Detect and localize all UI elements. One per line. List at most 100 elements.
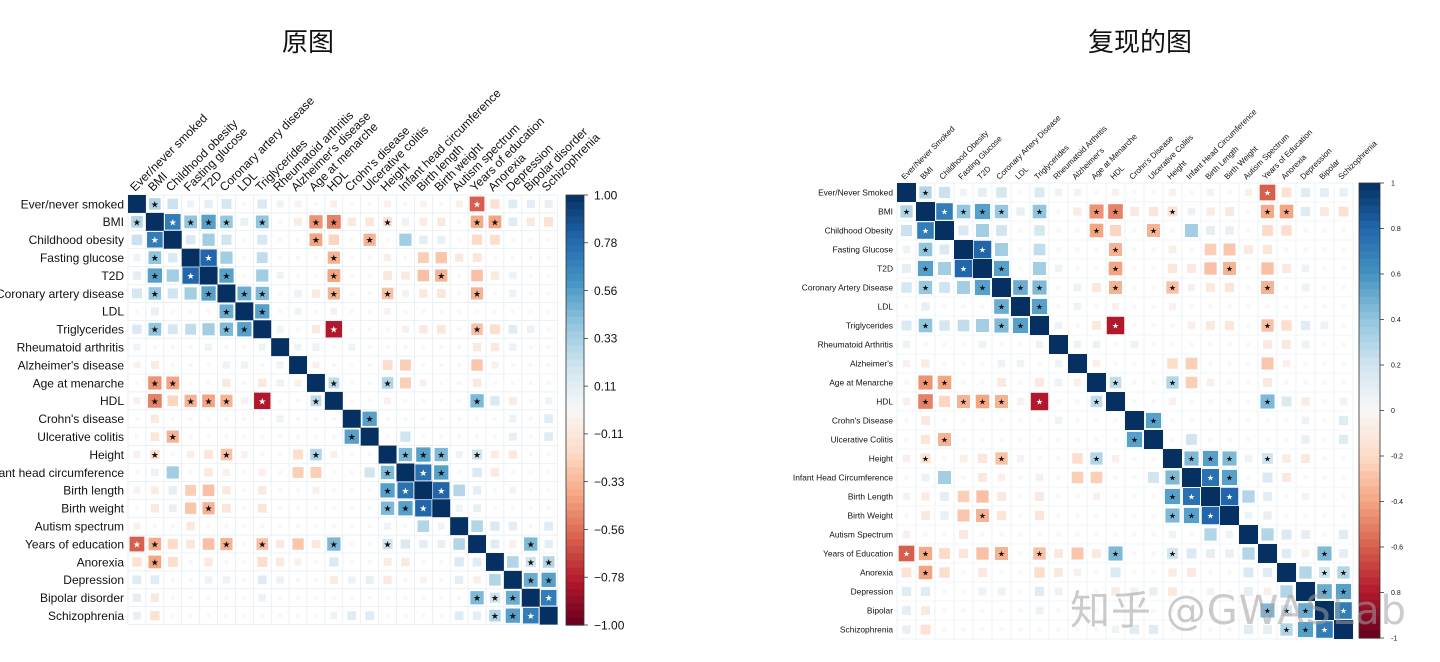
heatmap-cell	[380, 483, 395, 498]
heatmap-cell	[957, 490, 970, 503]
heatmap-cell	[224, 434, 229, 439]
significance-star: ★	[1112, 379, 1119, 388]
heatmap-cell	[187, 200, 195, 208]
colorbar-tick-label: −0.78	[594, 571, 625, 585]
significance-star: ★	[979, 284, 986, 293]
row-label: Birth weight	[61, 502, 124, 516]
heatmap-cell	[367, 363, 372, 368]
significance-star: ★	[1017, 322, 1024, 331]
heatmap-cell	[439, 434, 444, 439]
heatmap-cell	[1322, 304, 1327, 309]
heatmap-cell	[1322, 380, 1327, 385]
heatmap-cell	[367, 452, 372, 457]
colorbar-step	[566, 453, 584, 461]
heatmap-cell	[1056, 513, 1061, 518]
heatmap-cell	[1206, 226, 1215, 235]
heatmap-cell	[199, 266, 218, 285]
heatmap-cell	[471, 269, 483, 282]
heatmap-cell	[1170, 323, 1175, 328]
heatmap-cell	[256, 269, 269, 282]
significance-star: ★	[545, 594, 553, 604]
heatmap-cell	[278, 613, 283, 618]
heatmap-cell	[546, 452, 551, 457]
heatmap-cell	[457, 470, 462, 475]
heatmap-cell	[1151, 399, 1156, 404]
heatmap-cell	[1338, 529, 1349, 540]
heatmap-cell	[403, 416, 408, 421]
heatmap-cell	[330, 200, 338, 208]
heatmap-cell	[1167, 548, 1178, 559]
heatmap-cell	[1246, 418, 1251, 423]
colorbar-step	[1359, 554, 1380, 563]
heatmap-cell	[1206, 321, 1215, 330]
significance-star: ★	[998, 208, 1005, 217]
colorbar-step	[566, 331, 584, 339]
significance-star: ★	[545, 558, 553, 568]
heatmap-cell	[220, 537, 233, 551]
heatmap-cell	[1034, 586, 1045, 597]
heatmap-cell	[132, 575, 142, 585]
row-label: Ulcerative Colitis	[831, 435, 893, 445]
heatmap-cell	[486, 553, 504, 571]
heatmap-cell	[1030, 316, 1049, 335]
heatmap-cell	[1054, 188, 1063, 197]
heatmap-cell	[1054, 264, 1063, 273]
row-label: HDL	[100, 394, 124, 408]
heatmap-cell	[508, 450, 518, 459]
heatmap-cell	[1320, 188, 1329, 197]
heatmap-cell	[1056, 285, 1061, 290]
significance-star: ★	[384, 290, 392, 300]
heatmap-cell	[276, 361, 284, 369]
heatmap-cell	[902, 359, 911, 368]
heatmap-cell	[904, 475, 909, 480]
heatmap-cell	[995, 395, 1008, 408]
heatmap-cell	[489, 609, 501, 622]
heatmap-cell	[150, 575, 160, 585]
heatmap-cell	[242, 237, 247, 242]
heatmap-cell	[997, 492, 1006, 501]
heatmap-cell	[219, 268, 234, 283]
heatmap-cell	[1184, 451, 1199, 466]
heatmap-cell	[1246, 437, 1251, 442]
significance-star: ★	[960, 208, 967, 217]
heatmap-cell	[147, 231, 163, 248]
heatmap-cell	[996, 510, 1007, 521]
heatmap-cell	[1018, 380, 1023, 385]
heatmap-cell	[1113, 342, 1118, 347]
heatmap-cell	[510, 363, 515, 368]
heatmap-cell	[1208, 570, 1213, 575]
colorbar-step	[1359, 183, 1380, 192]
heatmap-cell	[224, 559, 229, 564]
heatmap-cell	[240, 361, 248, 369]
heatmap-cell	[897, 183, 916, 202]
heatmap-cell	[221, 234, 232, 245]
heatmap-cell	[976, 224, 989, 237]
heatmap-cell	[132, 324, 142, 334]
significance-star: ★	[187, 218, 195, 228]
heatmap-cell	[546, 506, 551, 511]
heatmap-cell	[403, 255, 408, 260]
heatmap-cell	[419, 576, 427, 584]
heatmap-cell	[421, 559, 426, 564]
heatmap-cell	[509, 343, 517, 351]
heatmap-cell	[994, 204, 1009, 219]
heatmap-cell	[1322, 513, 1327, 518]
heatmap-cell	[1073, 340, 1082, 349]
heatmap-cell	[543, 217, 554, 227]
colorbar-step	[1359, 251, 1380, 260]
heatmap-cell	[1113, 494, 1118, 499]
heatmap-cell	[453, 538, 465, 550]
heatmap-cell	[1322, 228, 1327, 233]
heatmap-cell	[898, 545, 915, 562]
significance-star: ★	[1264, 284, 1271, 293]
heatmap-cell	[349, 291, 354, 296]
heatmap-cell	[1087, 373, 1106, 392]
heatmap-cell	[221, 199, 232, 209]
heatmap-cell	[457, 327, 462, 332]
heatmap-cell	[419, 200, 427, 208]
heatmap-cell	[1206, 378, 1215, 387]
colorbar-step	[1359, 311, 1380, 321]
heatmap-cell	[257, 234, 268, 245]
heatmap-cell	[257, 557, 268, 567]
heatmap-cell	[1056, 228, 1061, 233]
